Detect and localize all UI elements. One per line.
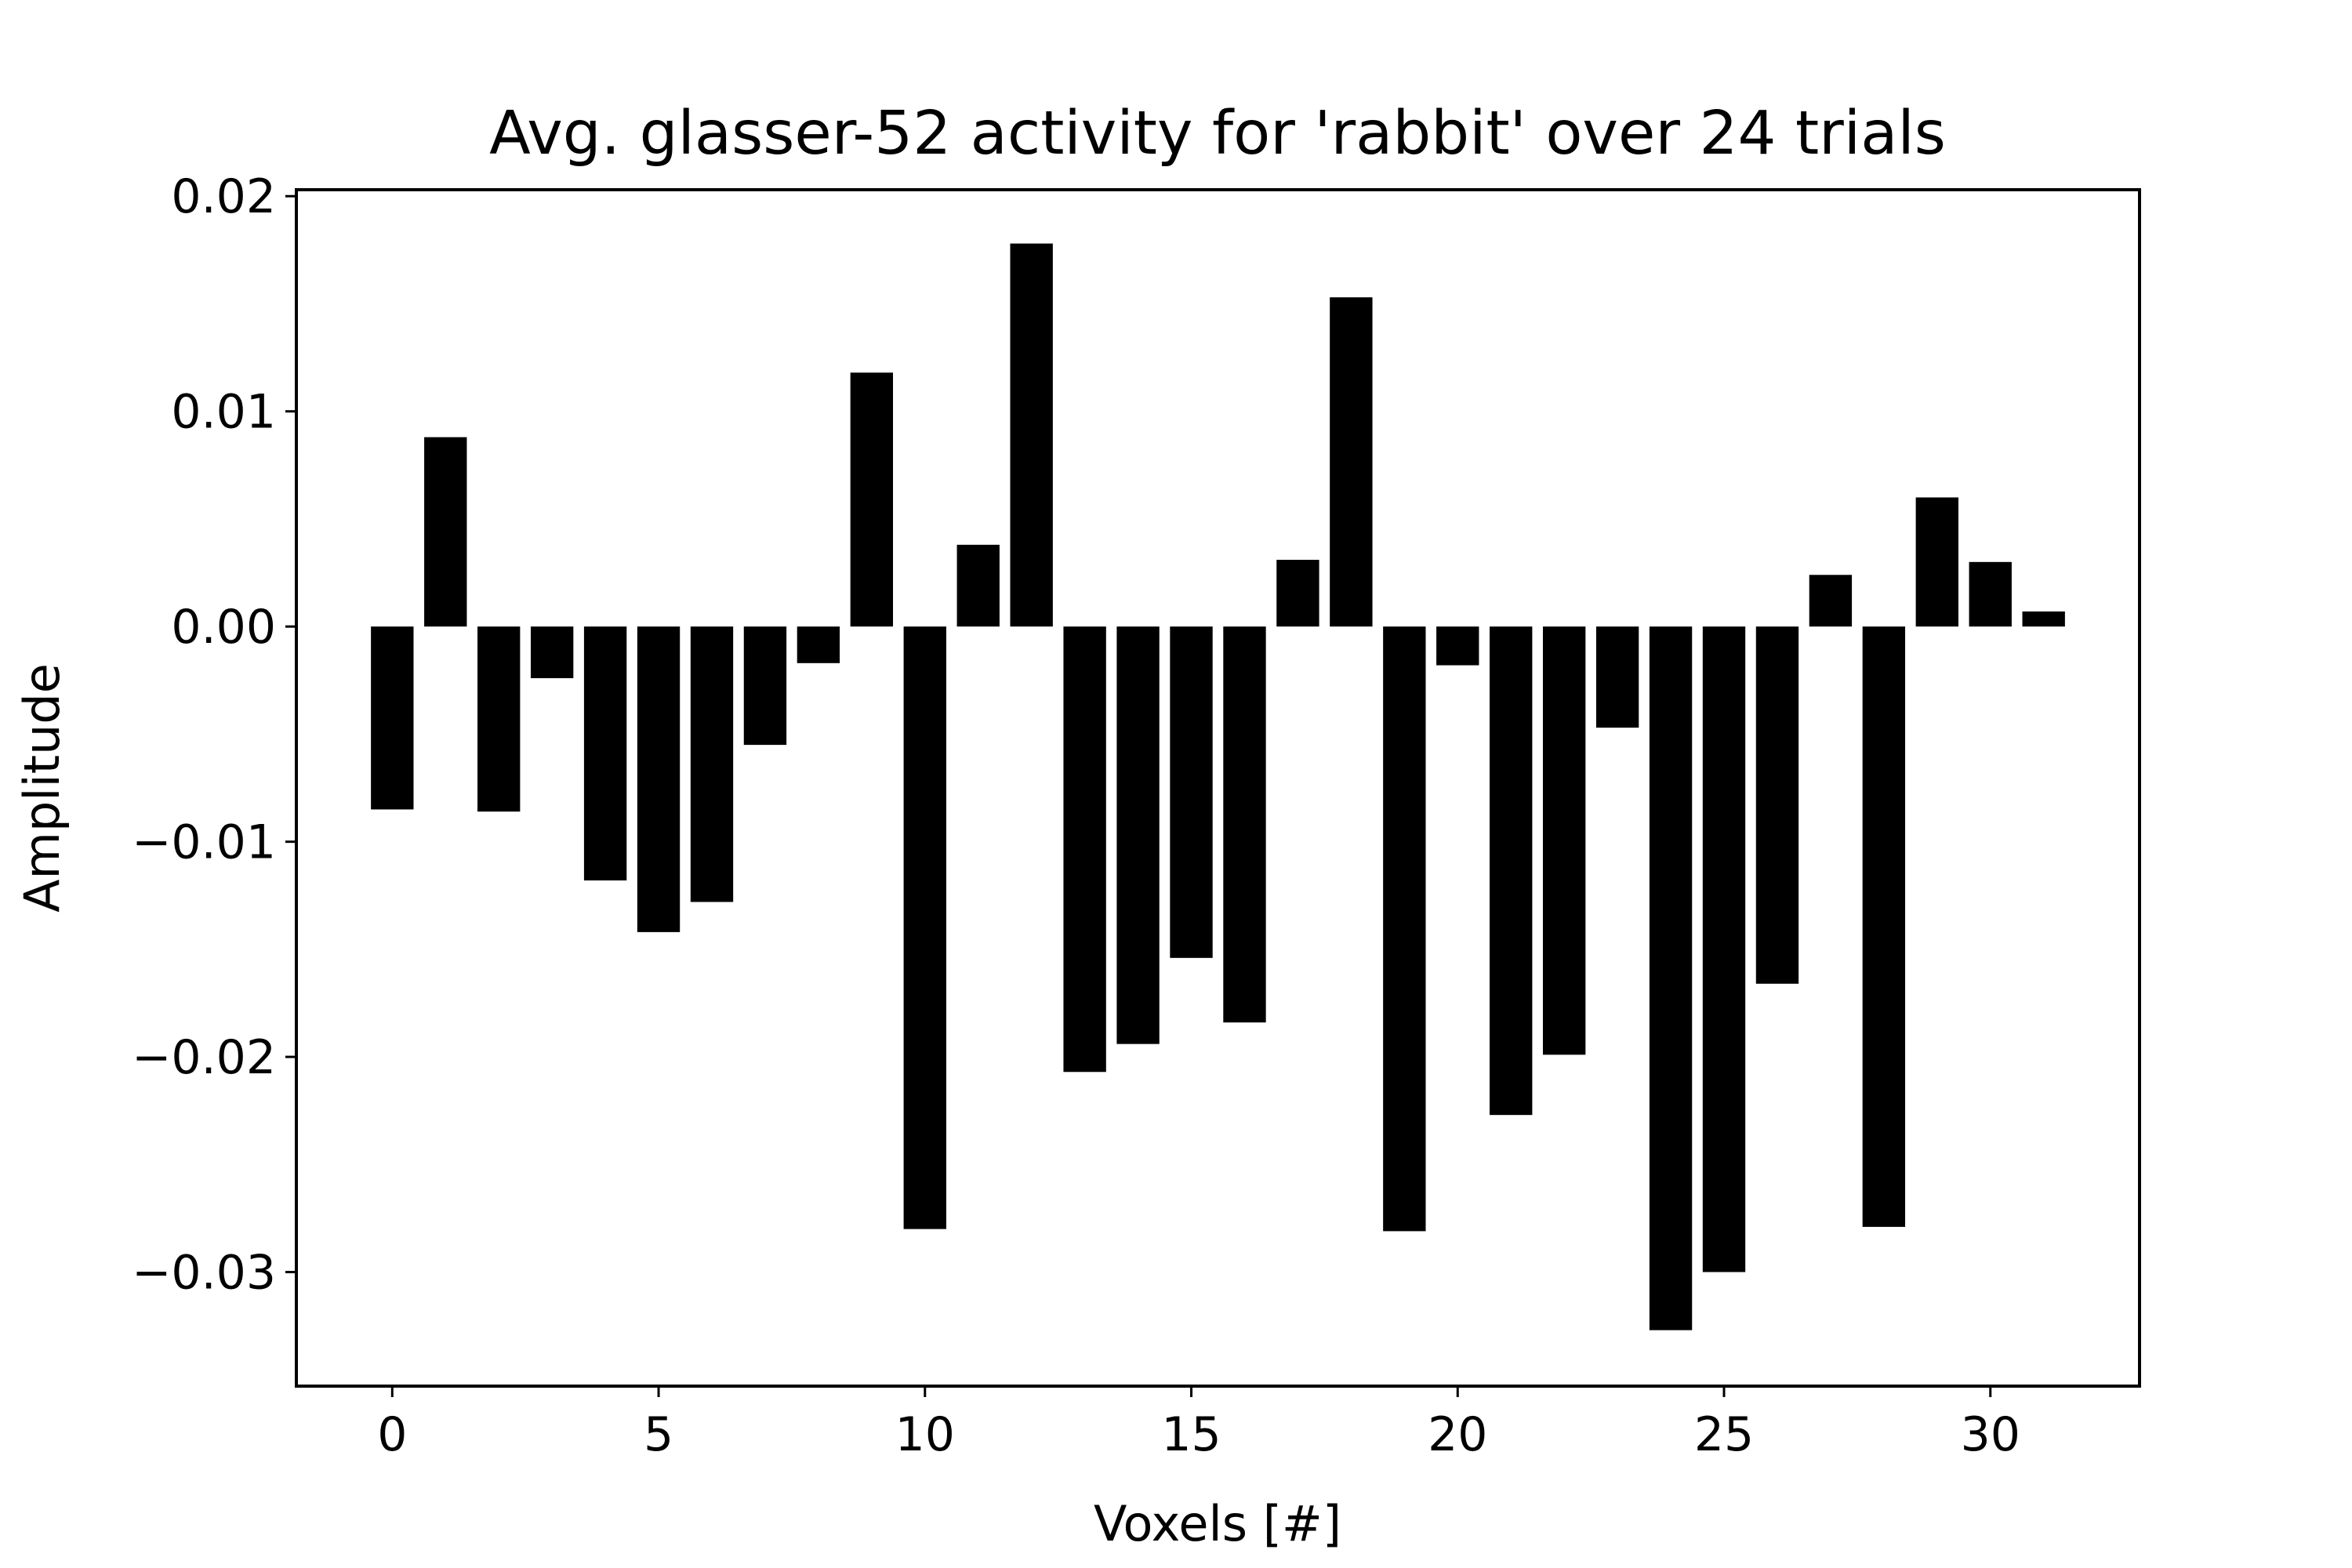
bar: [903, 626, 946, 1229]
bar: [637, 626, 681, 932]
y-tick-label: 0.01: [171, 385, 276, 440]
chart-title: Avg. glasser-52 activity for 'rabbit' ov…: [489, 99, 1946, 169]
y-tick-label: −0.03: [132, 1246, 276, 1301]
bar: [956, 544, 1000, 627]
bar: [424, 437, 467, 627]
bars-group: [371, 243, 2065, 1330]
y-tick-label: 0.02: [171, 169, 276, 224]
bar: [583, 626, 627, 881]
bar: [1063, 626, 1106, 1073]
x-tick-label: 30: [1961, 1407, 2020, 1462]
x-tick-label: 10: [895, 1407, 955, 1462]
bar: [371, 626, 414, 810]
x-tick-label: 15: [1161, 1407, 1221, 1462]
bar: [1010, 243, 1053, 627]
bar: [1330, 297, 1373, 627]
bar: [477, 626, 521, 812]
bar: [1755, 626, 1799, 984]
bar: [690, 626, 734, 902]
bar: [1649, 626, 1693, 1330]
bar: [530, 626, 574, 679]
y-axis-label: Amplitude: [13, 663, 71, 913]
bar: [1490, 626, 1533, 1116]
bar: [1915, 497, 1958, 627]
bar: [1276, 560, 1319, 627]
bar: [1223, 626, 1266, 1023]
bar: [1542, 626, 1586, 1055]
plot-frame: [295, 188, 2141, 1388]
y-tick-label: −0.02: [132, 1030, 276, 1085]
bar: [1170, 626, 1213, 958]
bar: [1595, 626, 1639, 728]
y-tick-label: −0.01: [132, 815, 276, 870]
x-axis-label: Voxels [#]: [1094, 1495, 1341, 1552]
x-tick-label: 20: [1428, 1407, 1487, 1462]
x-tick-label: 25: [1694, 1407, 1754, 1462]
x-tick-label: 0: [377, 1407, 407, 1462]
y-tick-label: 0.00: [171, 600, 276, 655]
bar: [850, 372, 894, 627]
bar: [743, 626, 787, 746]
bar: [1809, 575, 1853, 627]
x-axis-ticks: 0 5 10 15 20 25 30: [377, 1386, 2020, 1462]
y-axis-ticks: 0.02 0.01 0.00 −0.01 −0.02 −0.03: [132, 169, 296, 1301]
bar: [1862, 626, 1906, 1227]
bar: [2022, 611, 2065, 627]
bar: [1969, 561, 2012, 627]
bar: [797, 626, 840, 663]
bar: [1436, 626, 1479, 666]
bar: [1116, 626, 1160, 1044]
x-tick-label: 5: [644, 1407, 673, 1462]
bar: [1702, 626, 1746, 1272]
bar: [1383, 626, 1426, 1232]
